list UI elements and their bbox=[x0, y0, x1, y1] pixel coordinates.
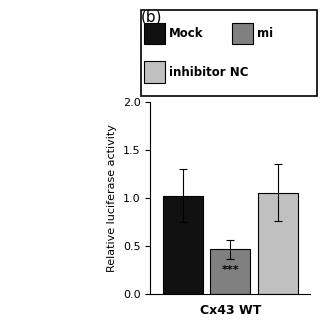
Bar bbox=[163, 196, 203, 294]
Bar bbox=[258, 193, 298, 294]
Text: mi⁠: mi⁠ bbox=[257, 27, 273, 40]
FancyBboxPatch shape bbox=[141, 10, 317, 96]
Text: inhibitor NC: inhibitor NC bbox=[169, 66, 248, 79]
Text: ***: *** bbox=[221, 265, 239, 275]
FancyBboxPatch shape bbox=[144, 22, 165, 44]
Bar bbox=[211, 249, 250, 294]
Y-axis label: Relative luciferase activity: Relative luciferase activity bbox=[108, 124, 117, 272]
Text: (b): (b) bbox=[141, 10, 162, 25]
FancyBboxPatch shape bbox=[232, 22, 253, 44]
FancyBboxPatch shape bbox=[144, 61, 165, 83]
Text: Mock: Mock bbox=[169, 27, 204, 40]
